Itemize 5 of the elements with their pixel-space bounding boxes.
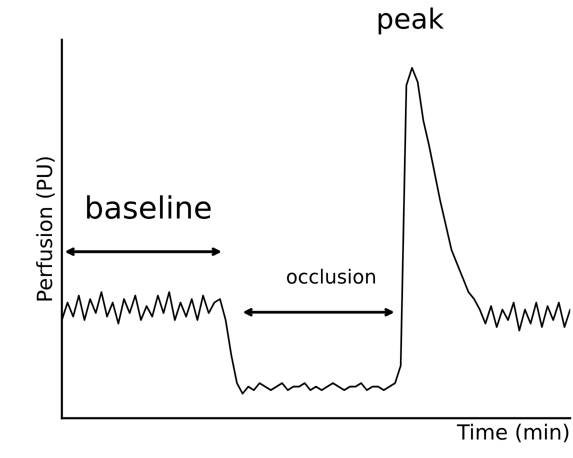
x-axis-title: Time (min) (456, 424, 568, 442)
text: peak (378, 7, 444, 34)
annotation: occlusion (286, 268, 375, 284)
y-axis-title: Perfusion (PU) (36, 157, 55, 300)
annotation: baseline (87, 195, 211, 219)
